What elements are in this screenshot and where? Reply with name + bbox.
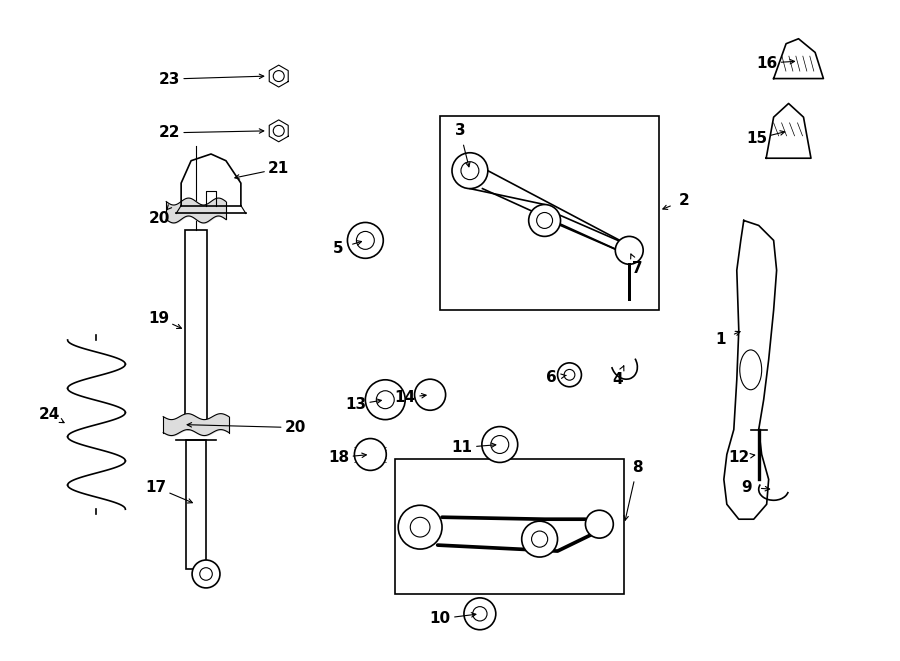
Circle shape	[482, 426, 517, 463]
Bar	[440, 116, 659, 310]
Circle shape	[415, 379, 446, 410]
Circle shape	[536, 212, 553, 229]
Text: 23: 23	[158, 71, 180, 87]
Circle shape	[274, 126, 284, 136]
Text: 16: 16	[756, 56, 778, 71]
Circle shape	[200, 568, 212, 580]
Text: 9: 9	[742, 480, 752, 495]
Text: 18: 18	[328, 450, 349, 465]
Circle shape	[410, 518, 430, 537]
Text: 8: 8	[632, 460, 643, 475]
Text: 17: 17	[146, 480, 166, 495]
Circle shape	[452, 153, 488, 188]
Text: 15: 15	[746, 132, 768, 146]
Circle shape	[355, 438, 386, 471]
Text: 19: 19	[148, 311, 170, 326]
Bar	[185, 231, 207, 430]
Circle shape	[585, 510, 613, 538]
Circle shape	[491, 436, 508, 453]
Text: 20: 20	[285, 420, 306, 435]
Circle shape	[472, 607, 487, 621]
Bar	[186, 440, 206, 569]
Text: 6: 6	[546, 370, 557, 385]
Circle shape	[365, 380, 405, 420]
Text: 22: 22	[158, 126, 180, 140]
Text: 13: 13	[345, 397, 366, 412]
Text: 10: 10	[429, 611, 451, 626]
Text: 3: 3	[454, 124, 465, 138]
Circle shape	[398, 505, 442, 549]
Circle shape	[464, 598, 496, 630]
Text: 5: 5	[333, 241, 344, 256]
Text: 7: 7	[632, 260, 643, 276]
Text: 21: 21	[268, 161, 289, 176]
Circle shape	[532, 531, 548, 547]
Circle shape	[192, 560, 220, 588]
Text: 1: 1	[716, 332, 726, 348]
Circle shape	[528, 204, 561, 237]
Text: 11: 11	[452, 440, 472, 455]
Circle shape	[356, 231, 374, 249]
Circle shape	[274, 71, 284, 81]
Text: 4: 4	[612, 372, 623, 387]
Text: 2: 2	[679, 193, 689, 208]
Circle shape	[564, 369, 575, 380]
Circle shape	[557, 363, 581, 387]
Text: 12: 12	[728, 450, 750, 465]
Circle shape	[376, 391, 394, 408]
Text: 20: 20	[148, 211, 170, 226]
Bar	[395, 459, 625, 594]
Text: 14: 14	[394, 390, 416, 405]
Text: 24: 24	[39, 407, 60, 422]
Circle shape	[616, 237, 644, 264]
Circle shape	[347, 223, 383, 258]
Circle shape	[522, 521, 557, 557]
Circle shape	[461, 162, 479, 180]
